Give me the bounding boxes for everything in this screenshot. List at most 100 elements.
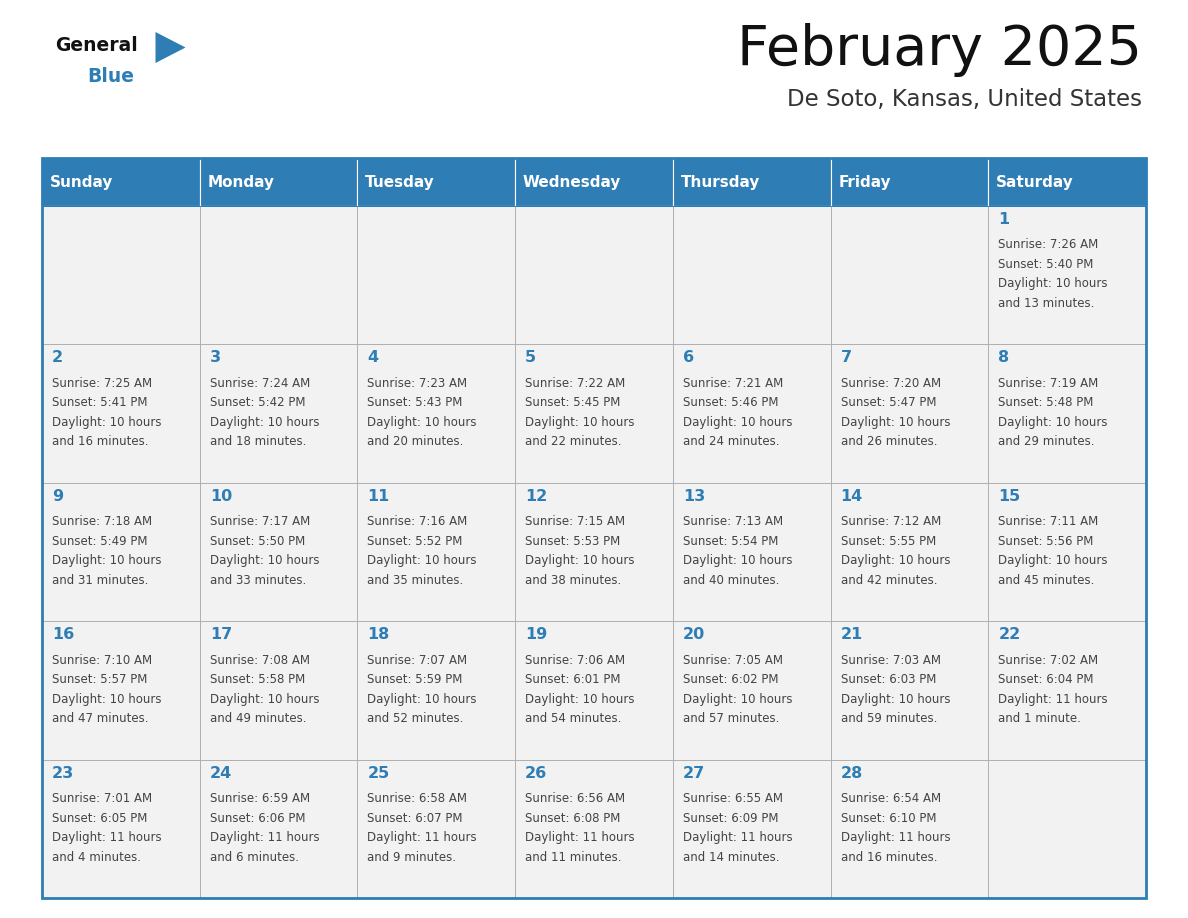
- Text: Sunset: 5:59 PM: Sunset: 5:59 PM: [367, 673, 463, 686]
- Text: and 42 minutes.: and 42 minutes.: [841, 574, 937, 587]
- Text: and 33 minutes.: and 33 minutes.: [210, 574, 307, 587]
- Bar: [358, 206, 516, 344]
- Bar: [830, 344, 988, 483]
- Text: Sunset: 5:41 PM: Sunset: 5:41 PM: [52, 397, 147, 409]
- Text: Daylight: 10 hours: Daylight: 10 hours: [683, 416, 792, 429]
- Bar: [42, 206, 200, 344]
- Text: 2: 2: [52, 351, 63, 365]
- Bar: [830, 621, 988, 759]
- Text: 15: 15: [998, 488, 1020, 504]
- Bar: [988, 158, 1146, 206]
- Text: Sunset: 5:54 PM: Sunset: 5:54 PM: [683, 535, 778, 548]
- Text: Daylight: 10 hours: Daylight: 10 hours: [210, 416, 320, 429]
- Text: Daylight: 10 hours: Daylight: 10 hours: [998, 416, 1107, 429]
- Text: and 16 minutes.: and 16 minutes.: [52, 435, 148, 448]
- Text: and 1 minute.: and 1 minute.: [998, 712, 1081, 725]
- Text: 16: 16: [52, 627, 74, 643]
- Text: and 49 minutes.: and 49 minutes.: [210, 712, 307, 725]
- Text: 23: 23: [52, 766, 74, 780]
- Bar: [672, 158, 830, 206]
- Text: Sunrise: 7:21 AM: Sunrise: 7:21 AM: [683, 377, 783, 390]
- Text: 8: 8: [998, 351, 1010, 365]
- Bar: [672, 206, 830, 344]
- Text: Daylight: 10 hours: Daylight: 10 hours: [52, 416, 162, 429]
- Text: Sunrise: 7:24 AM: Sunrise: 7:24 AM: [210, 377, 310, 390]
- Text: and 24 minutes.: and 24 minutes.: [683, 435, 779, 448]
- Bar: [358, 344, 516, 483]
- Text: Daylight: 10 hours: Daylight: 10 hours: [52, 554, 162, 567]
- Text: Daylight: 10 hours: Daylight: 10 hours: [683, 693, 792, 706]
- Text: Sunset: 6:02 PM: Sunset: 6:02 PM: [683, 673, 778, 686]
- Text: Daylight: 11 hours: Daylight: 11 hours: [210, 831, 320, 844]
- Text: 20: 20: [683, 627, 706, 643]
- Bar: [200, 483, 358, 621]
- Text: Wednesday: Wednesday: [523, 174, 621, 189]
- Text: Sunset: 6:04 PM: Sunset: 6:04 PM: [998, 673, 1094, 686]
- Text: Sunrise: 7:26 AM: Sunrise: 7:26 AM: [998, 239, 1099, 252]
- Text: Sunrise: 7:03 AM: Sunrise: 7:03 AM: [841, 654, 941, 666]
- Text: Sunrise: 7:25 AM: Sunrise: 7:25 AM: [52, 377, 152, 390]
- Text: Sunset: 5:49 PM: Sunset: 5:49 PM: [52, 535, 147, 548]
- Text: Daylight: 11 hours: Daylight: 11 hours: [367, 831, 478, 844]
- Text: Sunrise: 7:13 AM: Sunrise: 7:13 AM: [683, 515, 783, 528]
- Bar: [830, 158, 988, 206]
- Bar: [200, 621, 358, 759]
- Text: Daylight: 10 hours: Daylight: 10 hours: [367, 693, 476, 706]
- Text: Sunrise: 7:22 AM: Sunrise: 7:22 AM: [525, 377, 625, 390]
- Text: Daylight: 10 hours: Daylight: 10 hours: [210, 693, 320, 706]
- Text: Sunrise: 7:18 AM: Sunrise: 7:18 AM: [52, 515, 152, 528]
- Text: 26: 26: [525, 766, 548, 780]
- Text: 5: 5: [525, 351, 536, 365]
- Text: Daylight: 10 hours: Daylight: 10 hours: [52, 693, 162, 706]
- Text: Sunrise: 7:08 AM: Sunrise: 7:08 AM: [210, 654, 310, 666]
- Text: 6: 6: [683, 351, 694, 365]
- Text: and 57 minutes.: and 57 minutes.: [683, 712, 779, 725]
- Text: Daylight: 10 hours: Daylight: 10 hours: [367, 554, 476, 567]
- Bar: [516, 483, 672, 621]
- Text: Sunset: 5:58 PM: Sunset: 5:58 PM: [210, 673, 305, 686]
- Text: and 13 minutes.: and 13 minutes.: [998, 297, 1094, 310]
- Bar: [830, 483, 988, 621]
- Text: Sunset: 5:43 PM: Sunset: 5:43 PM: [367, 397, 463, 409]
- Text: Sunset: 6:03 PM: Sunset: 6:03 PM: [841, 673, 936, 686]
- Text: Tuesday: Tuesday: [366, 174, 435, 189]
- Text: Sunset: 5:47 PM: Sunset: 5:47 PM: [841, 397, 936, 409]
- Text: Daylight: 10 hours: Daylight: 10 hours: [841, 554, 950, 567]
- Text: Sunrise: 6:55 AM: Sunrise: 6:55 AM: [683, 792, 783, 805]
- Text: and 35 minutes.: and 35 minutes.: [367, 574, 463, 587]
- Text: and 20 minutes.: and 20 minutes.: [367, 435, 463, 448]
- Text: Sunset: 6:06 PM: Sunset: 6:06 PM: [210, 812, 305, 824]
- Text: Daylight: 10 hours: Daylight: 10 hours: [525, 416, 634, 429]
- Text: Saturday: Saturday: [997, 174, 1074, 189]
- Text: and 54 minutes.: and 54 minutes.: [525, 712, 621, 725]
- Bar: [200, 158, 358, 206]
- Text: Thursday: Thursday: [681, 174, 760, 189]
- Text: and 40 minutes.: and 40 minutes.: [683, 574, 779, 587]
- Text: 1: 1: [998, 212, 1010, 227]
- Bar: [830, 759, 988, 898]
- Text: and 14 minutes.: and 14 minutes.: [683, 851, 779, 864]
- Text: 18: 18: [367, 627, 390, 643]
- Text: and 9 minutes.: and 9 minutes.: [367, 851, 456, 864]
- Text: Sunrise: 7:17 AM: Sunrise: 7:17 AM: [210, 515, 310, 528]
- Text: 9: 9: [52, 488, 63, 504]
- Text: Daylight: 10 hours: Daylight: 10 hours: [367, 416, 476, 429]
- Text: Sunrise: 7:05 AM: Sunrise: 7:05 AM: [683, 654, 783, 666]
- Text: and 6 minutes.: and 6 minutes.: [210, 851, 298, 864]
- Text: 13: 13: [683, 488, 706, 504]
- Text: Daylight: 10 hours: Daylight: 10 hours: [683, 554, 792, 567]
- Text: 27: 27: [683, 766, 706, 780]
- Text: Sunset: 6:05 PM: Sunset: 6:05 PM: [52, 812, 147, 824]
- Text: Daylight: 10 hours: Daylight: 10 hours: [841, 416, 950, 429]
- Text: Daylight: 11 hours: Daylight: 11 hours: [683, 831, 792, 844]
- Polygon shape: [156, 32, 185, 63]
- Bar: [672, 483, 830, 621]
- Bar: [200, 344, 358, 483]
- Bar: [516, 621, 672, 759]
- Bar: [672, 759, 830, 898]
- Text: and 59 minutes.: and 59 minutes.: [841, 712, 937, 725]
- Text: and 31 minutes.: and 31 minutes.: [52, 574, 148, 587]
- Text: Sunset: 5:45 PM: Sunset: 5:45 PM: [525, 397, 620, 409]
- Bar: [516, 344, 672, 483]
- Text: and 18 minutes.: and 18 minutes.: [210, 435, 307, 448]
